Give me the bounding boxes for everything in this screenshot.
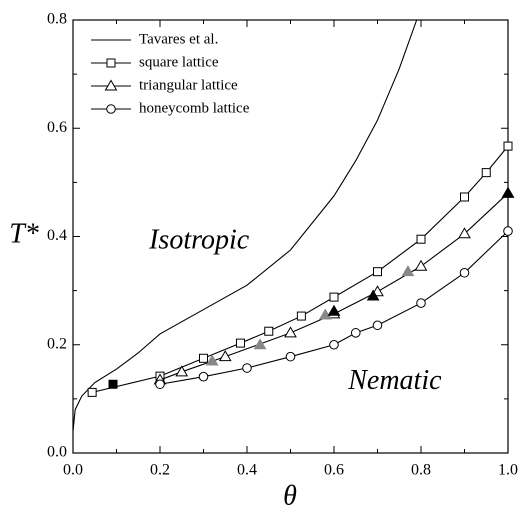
x-tick-label: 0.0 (63, 462, 83, 479)
square-marker (235, 338, 245, 348)
y-tick-label: 0.6 (47, 119, 67, 136)
triangle-marker (205, 354, 219, 366)
circle-marker (285, 351, 296, 362)
triangle-marker (318, 308, 332, 320)
square-marker (199, 353, 208, 363)
circle-marker (198, 371, 209, 382)
circle-marker (503, 226, 513, 236)
square-marker (264, 326, 274, 336)
circle-marker (372, 320, 383, 331)
square-marker (87, 387, 97, 397)
series-line (72, 19, 418, 432)
series-line (159, 192, 509, 381)
y-tick-label: 0.8 (47, 11, 67, 28)
y-tick-label: 0.2 (47, 335, 67, 352)
square-marker (296, 311, 306, 321)
circle-marker (106, 104, 116, 114)
triangle-marker (327, 304, 341, 316)
legend-label: honeycomb lattice (139, 100, 250, 116)
triangle-marker (366, 289, 380, 301)
x-tick-label: 0.4 (237, 462, 257, 479)
legend-label: square lattice (139, 54, 219, 70)
circle-marker (329, 339, 339, 350)
square-marker (460, 192, 469, 202)
triangle-marker (175, 365, 189, 377)
triangle-marker (458, 227, 471, 239)
x-tick-label: 0.8 (411, 462, 431, 479)
circle-marker (350, 328, 361, 338)
circle-marker (459, 267, 470, 278)
square-marker (329, 292, 339, 302)
x-tick-label: 1.0 (498, 462, 518, 479)
square-marker (106, 58, 116, 68)
square-marker (373, 267, 382, 277)
annotation: Isotropic (148, 224, 250, 255)
triangle-marker (218, 350, 232, 362)
square-marker (108, 379, 118, 389)
square-marker (416, 234, 426, 244)
annotation: Nematic (347, 365, 442, 396)
series-line (159, 230, 509, 385)
legend-label: Tavares et al. (139, 31, 218, 47)
triangle-marker (414, 259, 428, 271)
y-tick-label: 0.4 (47, 227, 67, 244)
triangle-marker (104, 79, 118, 91)
circle-marker (242, 363, 252, 373)
x-axis-label: θ (283, 480, 297, 511)
triangle-marker (253, 338, 267, 350)
triangle-marker (401, 265, 415, 277)
x-tick-label: 0.2 (150, 462, 170, 479)
y-tick-label: 0.0 (47, 444, 67, 461)
square-marker (503, 141, 513, 151)
series-line (92, 145, 509, 393)
triangle-marker (501, 186, 515, 198)
circle-marker (416, 298, 426, 308)
legend-label: triangular lattice (139, 77, 238, 93)
y-axis-label: T* (9, 218, 39, 249)
square-marker (481, 168, 491, 178)
circle-marker (155, 379, 165, 390)
x-tick-label: 0.6 (324, 462, 344, 479)
triangle-marker (284, 326, 297, 338)
